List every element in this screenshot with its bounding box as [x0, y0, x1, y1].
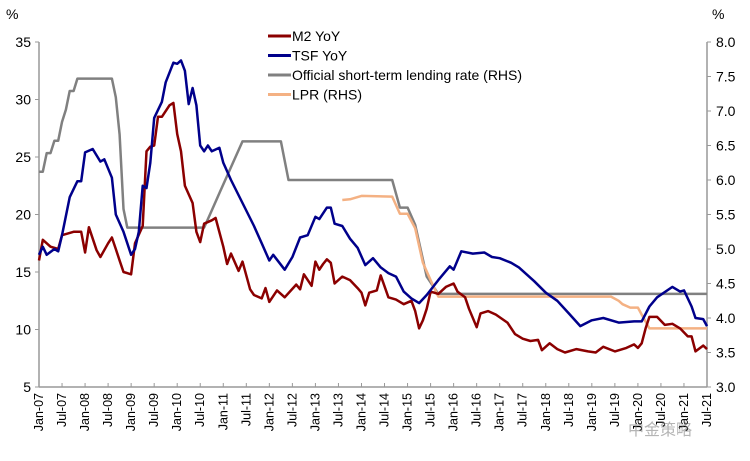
- x-tick-label: Jan-20: [631, 393, 645, 431]
- x-tick-label: Jul-12: [285, 393, 299, 427]
- right-tick-label: 7.5: [716, 69, 736, 85]
- x-tick-label: Jul-17: [516, 393, 530, 427]
- x-tick-label: Jul-14: [378, 393, 392, 427]
- legend-label: M2 YoY: [292, 28, 341, 44]
- x-tick-label: Jul-13: [331, 393, 345, 427]
- x-tick-label: Jan-15: [401, 393, 415, 431]
- right-tick-label: 4.5: [716, 276, 736, 292]
- x-tick-label: Jan-14: [354, 393, 368, 431]
- x-tick-label: Jul-11: [239, 393, 253, 426]
- right-tick-label: 5.5: [716, 207, 736, 223]
- x-tick-label: Jan-19: [585, 393, 599, 431]
- left-tick-label: 20: [15, 207, 31, 223]
- x-tick-label: Jul-09: [147, 393, 161, 427]
- x-tick-label: Jan-11: [216, 393, 230, 430]
- x-tick-label: Jul-10: [193, 393, 207, 427]
- right-tick-label: 4.0: [716, 310, 736, 326]
- x-tick-label: Jan-21: [677, 393, 691, 431]
- left-tick-label: 15: [15, 264, 31, 280]
- series-line-official-short-term-lending-rate-rhs: [39, 77, 707, 296]
- left-tick-label: 10: [15, 322, 31, 338]
- x-tick-label: Jan-16: [447, 393, 461, 431]
- x-tick-label: Jul-15: [424, 393, 438, 427]
- x-tick-label: Jul-21: [700, 393, 714, 427]
- x-tick-label: Jan-17: [493, 393, 507, 431]
- x-tick-label: Jul-19: [608, 393, 622, 427]
- x-tick-label: Jan-12: [262, 393, 276, 431]
- series-line-lpr-rhs: [342, 194, 707, 330]
- x-tick-label: Jan-08: [78, 393, 92, 431]
- x-tick-label: Jan-13: [308, 393, 322, 431]
- x-tick-label: Jul-18: [562, 393, 576, 427]
- right-tick-label: 5.0: [716, 241, 736, 257]
- x-tick-label: Jan-18: [539, 393, 553, 431]
- x-tick-label: Jul-16: [470, 393, 484, 427]
- legend-label: LPR (RHS): [292, 87, 362, 103]
- x-tick-label: Jan-10: [170, 393, 184, 431]
- x-tick-label: Jul-20: [654, 393, 668, 427]
- left-tick-label: 25: [15, 149, 31, 165]
- legend: M2 YoY TSF YoY Official short-term lending…: [268, 28, 522, 103]
- left-tick-label: 30: [15, 92, 31, 108]
- legend-label: Official short-term lending rate (RHS): [292, 67, 522, 83]
- legend-label: TSF YoY: [292, 48, 348, 64]
- left-tick-label: 5: [23, 379, 31, 395]
- right-tick-label: 3.0: [716, 379, 736, 395]
- right-axis-unit: %: [712, 6, 724, 22]
- right-tick-label: 8.0: [716, 34, 736, 50]
- watermark: 中金策略: [628, 420, 693, 439]
- series-line-tsf-yoy: [37, 59, 709, 328]
- right-tick-label: 6.0: [716, 172, 736, 188]
- right-tick-label: 6.5: [716, 138, 736, 154]
- x-tick-label: Jan-09: [124, 393, 138, 431]
- right-tick-label: 3.5: [716, 345, 736, 361]
- left-axis-unit: %: [6, 6, 18, 22]
- left-tick-label: 35: [15, 34, 31, 50]
- series-line-m2-yoy: [37, 101, 708, 354]
- x-tick-label: Jan-07: [32, 393, 46, 431]
- right-tick-label: 7.0: [716, 103, 736, 119]
- x-tick-label: Jul-08: [101, 393, 115, 427]
- x-tick-label: Jul-07: [55, 393, 69, 427]
